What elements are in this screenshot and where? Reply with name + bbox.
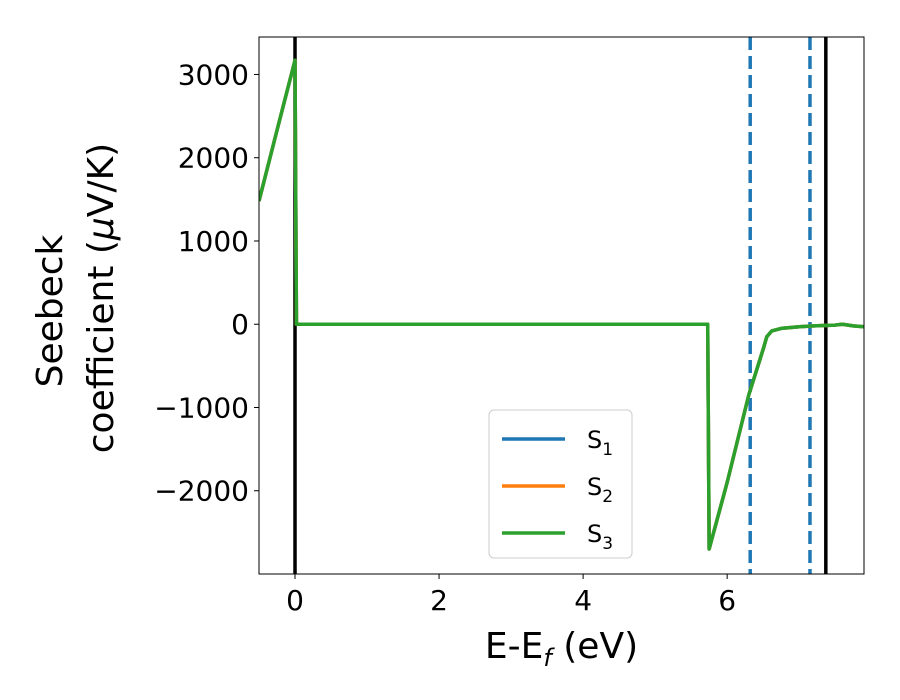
y-tick-label: 1000 [178,225,249,258]
legend-label-s1: S1 [587,426,613,460]
y-tick-label: 2000 [178,142,249,175]
x-axis: 0 2 4 6 [286,574,736,617]
y-axis-title-line2: coefficient (μV/K) [81,143,122,453]
legend-label-s2: S2 [587,473,613,507]
series-lines [259,58,864,551]
legend-box [488,409,633,559]
legend-label-s3: S3 [587,520,613,554]
legend: S1 S2 S3 [488,409,633,559]
y-axis-title-line1: Seebeck [30,234,71,387]
y-tick-label: −2000 [154,475,249,508]
x-axis-title: E-Ef (eV) [485,626,638,672]
y-tick-label: 0 [231,308,249,341]
y-tick-label: −1000 [154,391,249,424]
series-line-s3 [259,58,864,551]
x-tick-label: 6 [718,584,736,617]
y-tick-label: 3000 [178,58,249,91]
plot-frame [258,36,865,575]
x-tick-label: 2 [430,584,448,617]
x-tick-label: 4 [574,584,592,617]
y-axis: 3000 2000 1000 0 −1000 −2000 [154,58,259,508]
x-tick-label: 0 [286,584,304,617]
